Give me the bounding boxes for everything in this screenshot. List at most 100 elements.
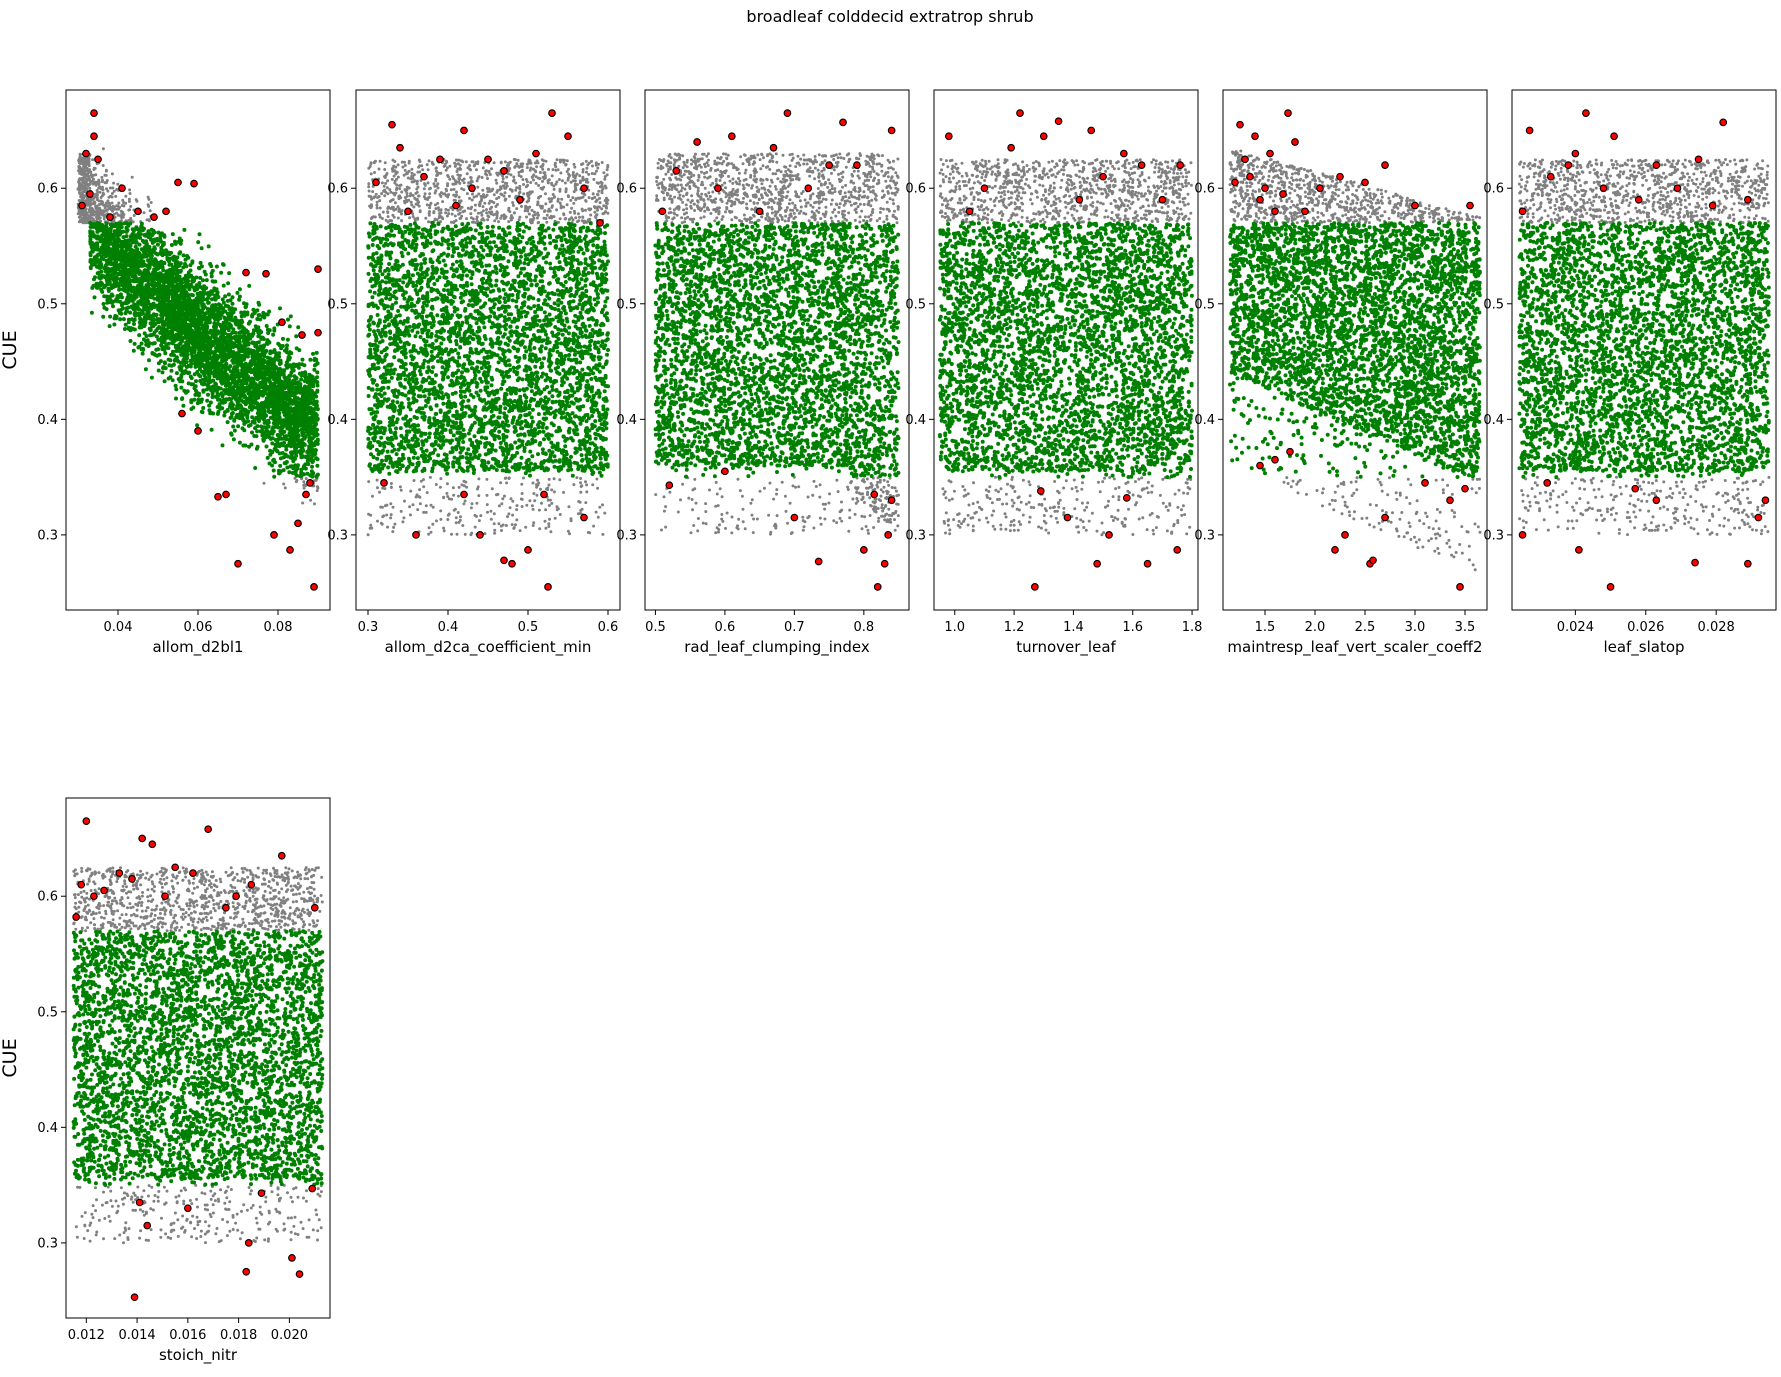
highlighted-point	[825, 161, 833, 169]
highlighted-point	[1652, 496, 1661, 505]
y-tick-label: 0.5	[1194, 297, 1215, 312]
y-tick-label: 0.4	[1194, 413, 1215, 428]
highlighted-point	[1461, 484, 1469, 493]
highlighted-point	[194, 427, 202, 435]
highlighted-point	[540, 490, 548, 499]
out-of-range-points	[1517, 158, 1771, 537]
y-tick-label: 0.6	[37, 890, 58, 905]
highlighted-point	[174, 178, 182, 187]
x-tick-label: 0.020	[271, 1328, 308, 1343]
highlighted-point	[1582, 109, 1590, 117]
highlighted-point	[1137, 161, 1146, 169]
highlighted-point	[873, 583, 882, 591]
highlighted-point	[714, 184, 722, 193]
highlighted-point	[1336, 172, 1344, 181]
highlighted-point	[1631, 484, 1640, 493]
highlighted-point	[1291, 138, 1299, 146]
highlighted-point	[1251, 132, 1259, 141]
highlighted-point	[1261, 184, 1269, 193]
highlighted-point	[244, 1239, 253, 1247]
highlighted-point	[1256, 461, 1264, 470]
in-range-points	[1228, 220, 1482, 479]
highlighted-point	[148, 840, 157, 849]
highlighted-point	[1743, 559, 1752, 568]
highlighted-point	[1031, 583, 1039, 591]
subplot-6: 0.024 0.026 0.028 0.3 0.4 0.5 0.6 leaf_slatop	[1483, 89, 1777, 657]
highlighted-point	[665, 481, 674, 490]
y-tick-label: 0.6	[327, 182, 348, 197]
highlighted-point	[295, 1270, 304, 1278]
highlighted-point	[790, 513, 799, 522]
in-range-points	[366, 221, 610, 478]
highlighted-point	[1673, 184, 1682, 193]
highlighted-point	[755, 207, 764, 216]
highlighted-point	[721, 467, 729, 476]
highlighted-point	[1421, 479, 1429, 487]
highlighted-point	[1105, 531, 1113, 539]
highlighted-point	[138, 834, 147, 843]
highlighted-point	[78, 201, 86, 210]
highlighted-point	[90, 892, 98, 901]
highlighted-point	[1241, 155, 1249, 164]
y-tick-label: 0.5	[616, 297, 637, 312]
highlighted-point	[214, 492, 222, 501]
highlighted-point	[1075, 195, 1084, 204]
highlighted-point	[1176, 161, 1185, 169]
x-tick-label: 0.08	[264, 620, 293, 635]
highlighted-point	[884, 531, 893, 539]
highlighted-point	[190, 179, 198, 188]
highlighted-point	[86, 190, 94, 198]
highlighted-point	[306, 479, 314, 487]
highlighted-point	[1575, 546, 1583, 554]
highlighted-point	[1606, 583, 1615, 591]
highlighted-point	[1063, 513, 1072, 522]
highlighted-point	[314, 265, 322, 273]
x-tick-label: 1.0	[944, 620, 965, 635]
highlighted-point	[388, 120, 396, 129]
highlighted-point	[118, 184, 126, 193]
in-range-points	[88, 220, 320, 479]
highlighted-point	[134, 207, 142, 216]
y-tick-label: 0.6	[1483, 182, 1504, 197]
highlighted-point	[262, 269, 270, 278]
subplot-2: 0.3 0.4 0.5 0.6 0.3 0.4 0.5 0.6 allom_d2ca_coeff…	[327, 89, 621, 657]
x-tick-label: 0.012	[68, 1328, 105, 1343]
x-tick-label: 0.016	[169, 1328, 206, 1343]
highlighted-point	[1754, 513, 1763, 522]
x-tick-label: 0.7	[784, 620, 805, 635]
highlighted-point	[1054, 117, 1063, 126]
highlighted-point	[310, 903, 319, 912]
axes-frame	[644, 89, 910, 611]
highlighted-point	[242, 1267, 251, 1276]
highlighted-point	[1007, 143, 1015, 152]
highlighted-point	[1266, 149, 1274, 158]
x-tick-label: 0.018	[220, 1328, 257, 1343]
highlighted-point	[162, 207, 170, 216]
axes-frame	[1511, 89, 1777, 611]
highlighted-point	[672, 167, 681, 175]
highlighted-point	[1316, 184, 1324, 193]
x-axis-label: stoich_nitr	[159, 1346, 238, 1365]
highlighted-point	[1411, 201, 1419, 210]
in-range-points	[1517, 220, 1771, 480]
highlighted-point	[544, 583, 552, 591]
highlighted-point	[115, 869, 124, 877]
highlighted-point	[1543, 479, 1552, 487]
highlighted-point	[814, 557, 823, 566]
highlighted-point	[468, 184, 476, 193]
highlighted-point	[1743, 195, 1752, 204]
subplot-3: 0.5 0.6 0.7 0.8 0.3 0.4 0.5 0.6 rad_leaf_clumpin…	[616, 89, 910, 657]
highlighted-point	[516, 195, 524, 204]
x-tick-label: 1.4	[1063, 620, 1084, 635]
highlighted-point	[564, 132, 572, 141]
highlighted-point	[130, 1293, 139, 1302]
y-tick-label: 0.4	[37, 1121, 58, 1136]
highlighted-point	[1271, 207, 1279, 216]
highlighted-point	[880, 559, 889, 568]
x-tick-label: 0.5	[645, 620, 666, 635]
x-tick-label: 0.6	[598, 620, 619, 635]
highlighted-point	[1634, 195, 1643, 204]
highlighted-point	[372, 178, 380, 187]
highlighted-point	[286, 546, 294, 554]
